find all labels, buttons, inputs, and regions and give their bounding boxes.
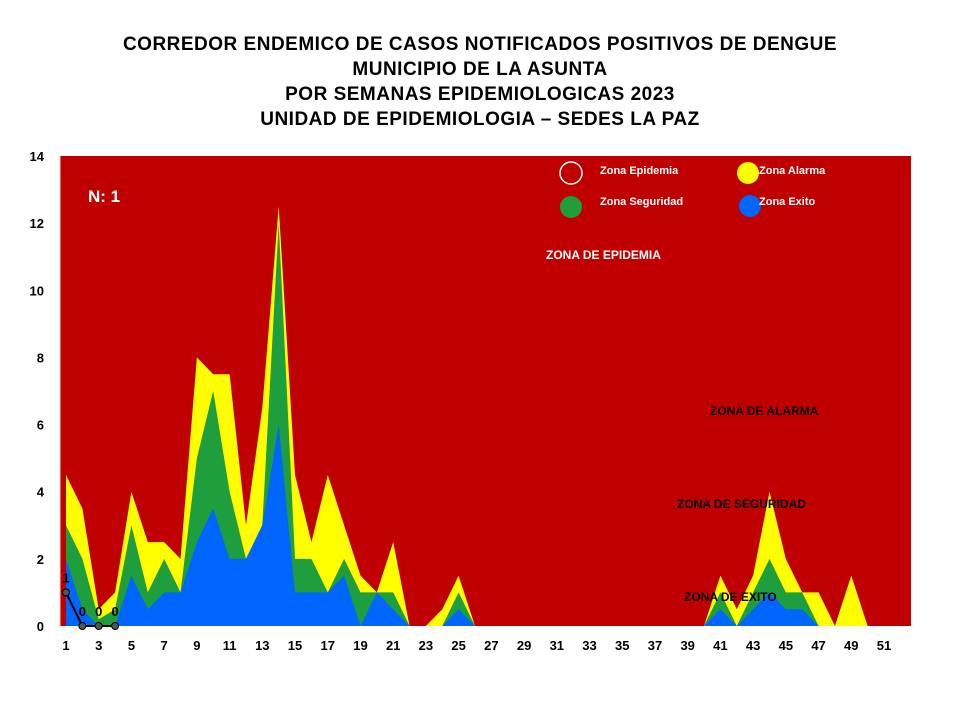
cases-line — [65, 591, 116, 627]
cases-point — [94, 622, 103, 630]
zone-epidemia-label: ZONA DE EPIDEMIA — [546, 248, 661, 262]
x-tick-label: 43 — [746, 638, 760, 653]
y-tick-label: 14 — [30, 149, 45, 164]
legend-epidemia-marker — [559, 161, 583, 185]
y-tick-label: 10 — [30, 283, 44, 298]
cases-data-label: 0 — [79, 604, 86, 619]
cases-data-label: 0 — [95, 604, 102, 619]
x-tick-label: 5 — [128, 638, 135, 653]
cases-point — [78, 622, 87, 630]
cases-data-label: 1 — [62, 570, 69, 585]
x-tick-label: 45 — [779, 638, 793, 653]
x-tick-label: 15 — [288, 638, 302, 653]
title-line-3: POR SEMANAS EPIDEMIOLOGICAS 2023 — [285, 84, 675, 105]
x-tick-label: 31 — [550, 638, 564, 653]
zone-areas — [66, 206, 901, 626]
title-line-2: MUNICIPIO DE LA ASUNTA — [352, 59, 608, 80]
y-tick-label: 6 — [37, 418, 44, 433]
x-tick-label: 35 — [615, 638, 629, 653]
title-line-4: UNIDAD DE EPIDEMIOLOGIA – SEDES LA PAZ — [260, 109, 700, 130]
x-tick-label: 17 — [321, 638, 335, 653]
legend-exito-marker — [739, 195, 761, 217]
x-tick-label: 49 — [844, 638, 858, 653]
x-tick-label: 47 — [811, 638, 825, 653]
x-tick-label: 37 — [648, 638, 662, 653]
x-tick-label: 9 — [193, 638, 200, 653]
x-tick-label: 23 — [419, 638, 433, 653]
legend-alarma-label: Zona Alarma — [759, 165, 826, 177]
x-tick-label: 39 — [680, 638, 694, 653]
n-label: N: 1 — [88, 187, 120, 206]
x-tick-label: 1 — [62, 638, 69, 653]
legend-seguridad-label: Zona Seguridad — [600, 196, 683, 208]
cases-point — [111, 622, 120, 630]
x-tick-label: 13 — [255, 638, 269, 653]
y-tick-label: 2 — [37, 552, 44, 567]
x-tick-label: 25 — [451, 638, 465, 653]
y-tick-label: 12 — [30, 216, 44, 231]
legend-alarma-marker — [737, 162, 759, 184]
y-tick-label: 8 — [37, 350, 44, 365]
x-tick-label: 7 — [161, 638, 168, 653]
zone-alarma-label: ZONA DE ALARMA — [710, 404, 819, 418]
zone-exito-label: ZONA DE EXITO — [684, 590, 777, 604]
cases-series: 10 0 0 — [62, 570, 120, 630]
chart-title: CORREDOR ENDEMICO DE CASOS NOTIFICADOS P… — [0, 32, 960, 132]
zone-exito-area — [66, 424, 901, 626]
x-tick-label: 11 — [223, 638, 237, 653]
title-line-1: CORREDOR ENDEMICO DE CASOS NOTIFICADOS P… — [122, 34, 838, 55]
x-tick-label: 3 — [95, 638, 102, 653]
legend-epidemia-label: Zona Epidemia — [600, 165, 679, 177]
x-tick-label: 41 — [713, 638, 727, 653]
x-tick-label: 51 — [877, 638, 891, 653]
cases-point — [62, 588, 70, 597]
y-tick-label: 4 — [37, 485, 45, 500]
x-tick-label: 27 — [484, 638, 498, 653]
cases-data-label: 0 — [111, 604, 118, 619]
legend: Zona Epidemia Zona Alarma Zona Seguridad… — [559, 161, 826, 218]
legend-seguridad-marker — [560, 196, 582, 218]
x-tick-label: 29 — [517, 638, 531, 653]
y-tick-label: 0 — [37, 619, 44, 634]
x-tick-label: 21 — [386, 638, 400, 653]
zone-seguridad-label: ZONA DE SEGURIDAD — [677, 497, 806, 511]
x-tick-label: 33 — [582, 638, 596, 653]
legend-exito-label: Zona Exito — [759, 196, 816, 208]
x-tick-label: 19 — [353, 638, 367, 653]
